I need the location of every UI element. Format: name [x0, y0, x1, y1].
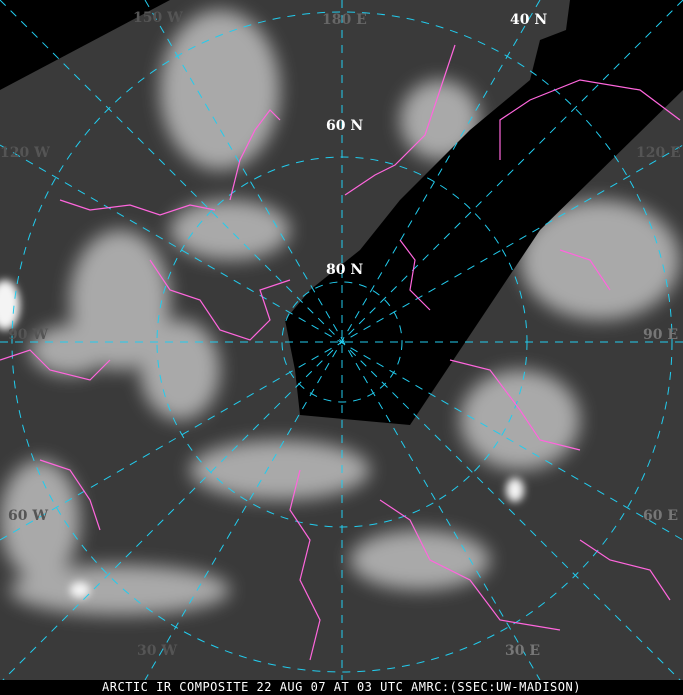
label-60n: 60 N — [326, 118, 363, 134]
label-120e: 120 E — [636, 145, 681, 161]
no-data-swath — [285, 0, 683, 425]
label-80n: 80 N — [326, 262, 363, 278]
label-60e: 60 E — [643, 508, 678, 524]
label-40n: 40 N — [510, 12, 547, 28]
label-90e: 90 E — [643, 327, 678, 343]
coastlines — [0, 44, 681, 661]
label-60w: 60 W — [8, 508, 48, 524]
label-90w: 90 W — [8, 327, 48, 343]
label-180e: 180 E — [322, 12, 367, 28]
label-30e: 30 E — [505, 643, 540, 659]
image-caption: ARCTIC IR COMPOSITE 22 AUG 07 AT 03 UTC … — [0, 680, 683, 695]
label-150w: 150 W — [133, 10, 183, 26]
imagery — [0, 0, 683, 680]
grid-labels: 150 W 180 E 40 N 60 N 80 N 120 W 120 E 9… — [0, 10, 681, 659]
label-30w: 30 W — [137, 643, 177, 659]
label-120w: 120 W — [0, 145, 50, 161]
